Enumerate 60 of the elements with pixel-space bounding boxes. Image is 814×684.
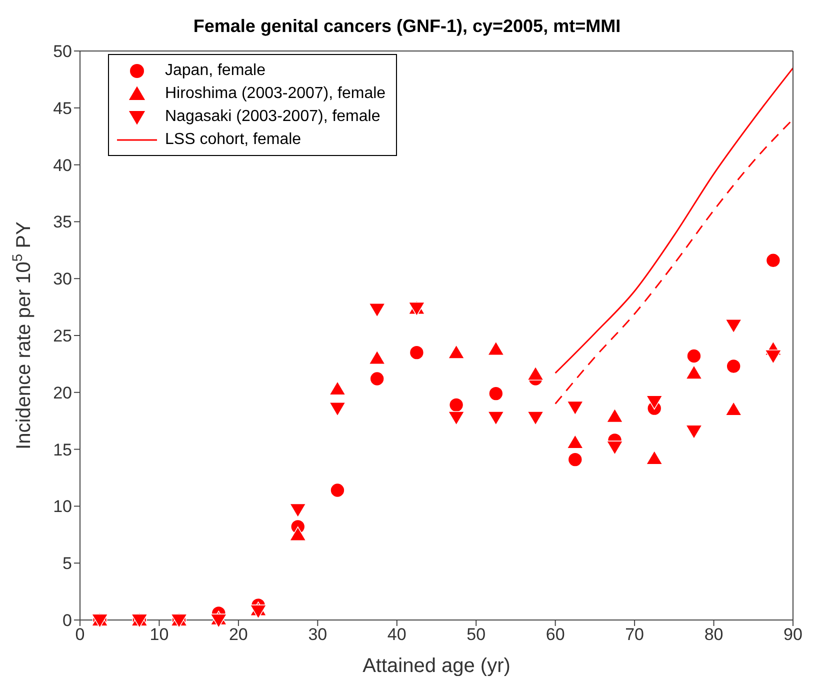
point bbox=[566, 400, 584, 416]
y-tick-label: 15 bbox=[53, 440, 72, 460]
point bbox=[686, 348, 702, 364]
point bbox=[488, 386, 504, 401]
point bbox=[568, 452, 583, 467]
point bbox=[487, 411, 504, 426]
x-tick-label: 60 bbox=[546, 625, 565, 644]
point bbox=[527, 366, 544, 381]
point bbox=[686, 424, 702, 440]
x-tick-label: 40 bbox=[387, 625, 406, 644]
legend-label: Nagasaki (2003-2007), female bbox=[165, 108, 380, 126]
point bbox=[329, 402, 346, 416]
point bbox=[487, 341, 504, 356]
x-tick-label: 70 bbox=[625, 625, 644, 644]
point bbox=[764, 350, 782, 364]
x-tick-label: 50 bbox=[466, 625, 486, 644]
point bbox=[448, 411, 465, 426]
legend-label: Hiroshima (2003-2007), female bbox=[165, 84, 386, 102]
x-tick-label: 10 bbox=[150, 625, 169, 644]
x-tick-label: 0 bbox=[75, 625, 85, 644]
x-axis-title: Attained age (yr) bbox=[362, 655, 510, 677]
point bbox=[289, 526, 306, 541]
y-tick-label: 45 bbox=[53, 98, 72, 118]
point bbox=[725, 318, 742, 334]
y-tick-label: 5 bbox=[62, 554, 72, 574]
point bbox=[368, 350, 386, 365]
y-tick-label: 50 bbox=[53, 42, 72, 62]
line-series bbox=[554, 67, 794, 374]
x-tick-label: 80 bbox=[704, 625, 724, 644]
point bbox=[409, 345, 424, 360]
y-tick-label: 35 bbox=[53, 212, 72, 232]
point bbox=[448, 344, 465, 359]
y-tick-label: 25 bbox=[53, 326, 72, 346]
x-tick-label: 30 bbox=[308, 625, 328, 644]
legend-label: Japan, female bbox=[165, 62, 266, 80]
point bbox=[448, 398, 464, 412]
y-tick-label: 30 bbox=[53, 270, 72, 289]
point bbox=[686, 364, 702, 380]
point bbox=[566, 434, 584, 449]
y-tick-label: 20 bbox=[53, 383, 72, 402]
point bbox=[368, 302, 386, 318]
point bbox=[606, 440, 624, 456]
point bbox=[289, 503, 306, 518]
chart-title: Female genital cancers (GNF-1), cy=2005, mt=MMI bbox=[192, 15, 622, 38]
point bbox=[329, 380, 346, 396]
point bbox=[330, 482, 345, 498]
point bbox=[370, 371, 384, 386]
point bbox=[646, 395, 663, 410]
point bbox=[725, 401, 742, 416]
point bbox=[726, 358, 741, 374]
point bbox=[766, 252, 781, 268]
x-tick-label: 90 bbox=[784, 625, 802, 644]
point bbox=[606, 408, 624, 423]
y-tick-label: 0 bbox=[62, 611, 72, 630]
y-tick-label: 40 bbox=[53, 156, 72, 175]
y-tick-label: 10 bbox=[53, 497, 72, 516]
point bbox=[646, 450, 663, 465]
legend-label: LSS cohort, female bbox=[165, 130, 302, 148]
point bbox=[527, 411, 544, 426]
x-tick-label: 20 bbox=[228, 625, 248, 644]
